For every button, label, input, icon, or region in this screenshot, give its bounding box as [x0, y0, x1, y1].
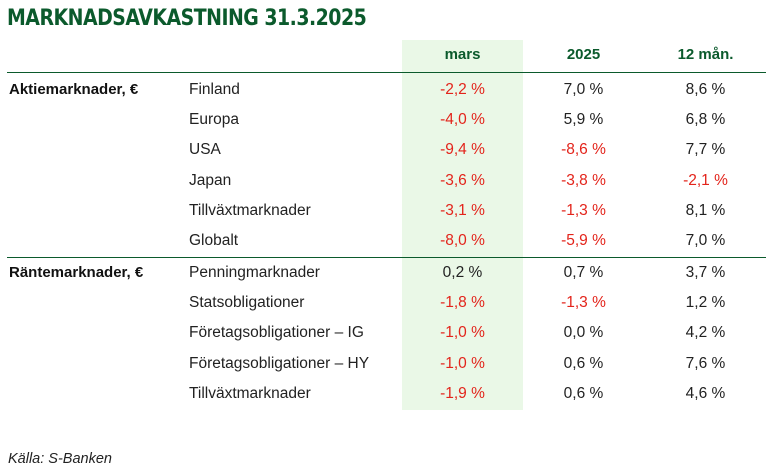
value-cell: -1,3 %	[561, 294, 606, 312]
value-cell: -4,0 %	[440, 111, 485, 129]
value-cell: -1,8 %	[440, 294, 485, 312]
value-cell: -8,6 %	[561, 141, 606, 159]
table-row: Europa -4,0 % 5,9 % 6,8 %	[0, 105, 773, 135]
group-label-equity: Aktiemarknader, €	[9, 81, 139, 98]
column-header-12m: 12 mån.	[677, 46, 734, 63]
value-cell: -2,2 %	[440, 81, 485, 98]
value-cell: 7,7 %	[685, 141, 726, 159]
value-cell: -3,6 %	[440, 171, 485, 189]
group-divider	[7, 257, 766, 258]
row-label: Företagsobligationer – IG	[189, 324, 364, 342]
row-label: Japan	[189, 171, 232, 189]
group-label-fixed-income: Räntemarknader, €	[9, 264, 144, 281]
row-label: Europa	[189, 111, 239, 129]
value-cell: 8,6 %	[685, 81, 726, 98]
value-cell: 4,2 %	[685, 324, 726, 342]
value-cell: 5,9 %	[563, 111, 604, 129]
value-cell: 7,0 %	[685, 232, 726, 249]
row-label: Tillväxtmarknader	[189, 201, 311, 219]
value-cell: 0,6 %	[563, 384, 604, 402]
table-row: Finland -2,2 % 7,0 % 8,6 %	[0, 75, 773, 105]
row-label: Företagsobligationer – HY	[189, 354, 370, 372]
value-cell: -1,3 %	[561, 201, 606, 219]
row-label: Penningmarknader	[189, 264, 320, 281]
current-month-highlight	[402, 40, 523, 410]
header-divider	[7, 72, 766, 73]
value-cell: 7,6 %	[685, 354, 726, 372]
table-row: Tillväxtmarknader -3,1 % -1,3 % 8,1 %	[0, 196, 773, 226]
page-title: MARKNADSAVKASTNING 31.3.2025	[7, 6, 367, 31]
value-cell: -3,1 %	[440, 201, 485, 219]
value-cell: -1,0 %	[440, 324, 485, 342]
table-row: USA -9,4 % -8,6 % 7,7 %	[0, 135, 773, 165]
value-cell: 4,6 %	[685, 384, 726, 402]
row-label: USA	[189, 141, 221, 159]
row-label: Finland	[189, 81, 240, 98]
column-header-month: mars	[444, 46, 481, 63]
value-cell: 3,7 %	[685, 264, 726, 281]
table-row: Statsobligationer -1,8 % -1,3 % 1,2 %	[0, 288, 773, 318]
table-row: Penningmarknader 0,2 % 0,7 % 3,7 %	[0, 258, 773, 288]
value-cell: 6,8 %	[685, 111, 726, 129]
value-cell: -1,0 %	[440, 354, 485, 372]
value-cell: 8,1 %	[685, 201, 726, 219]
table-row: Företagsobligationer – HY -1,0 % 0,6 % 7,6 …	[0, 349, 773, 379]
table-row: Tillväxtmarknader -1,9 % 0,6 % 4,6 %	[0, 379, 773, 409]
value-cell: 0,2 %	[442, 264, 483, 281]
row-label: Statsobligationer	[189, 294, 305, 312]
source-note: Källa: S-Banken	[8, 451, 112, 467]
value-cell: -5,9 %	[561, 232, 606, 249]
value-cell: -9,4 %	[440, 141, 485, 159]
row-label: Tillväxtmarknader	[189, 384, 311, 402]
table-row: Företagsobligationer – IG -1,0 % 0,0 % 4,2 …	[0, 318, 773, 348]
value-cell: 0,7 %	[563, 264, 604, 281]
value-cell: 7,0 %	[563, 81, 604, 98]
table-row: Japan -3,6 % -3,8 % -2,1 %	[0, 166, 773, 196]
value-cell: 0,0 %	[563, 324, 604, 342]
row-label: Globalt	[189, 232, 239, 249]
table-row: Globalt -8,0 % -5,9 % 7,0 %	[0, 226, 773, 256]
value-cell: -8,0 %	[440, 232, 485, 249]
value-cell: 0,6 %	[563, 354, 604, 372]
value-cell: -1,9 %	[440, 384, 485, 402]
value-cell: -3,8 %	[561, 171, 606, 189]
value-cell: 1,2 %	[685, 294, 726, 312]
column-header-ytd: 2025	[566, 46, 601, 63]
value-cell: -2,1 %	[683, 171, 728, 189]
